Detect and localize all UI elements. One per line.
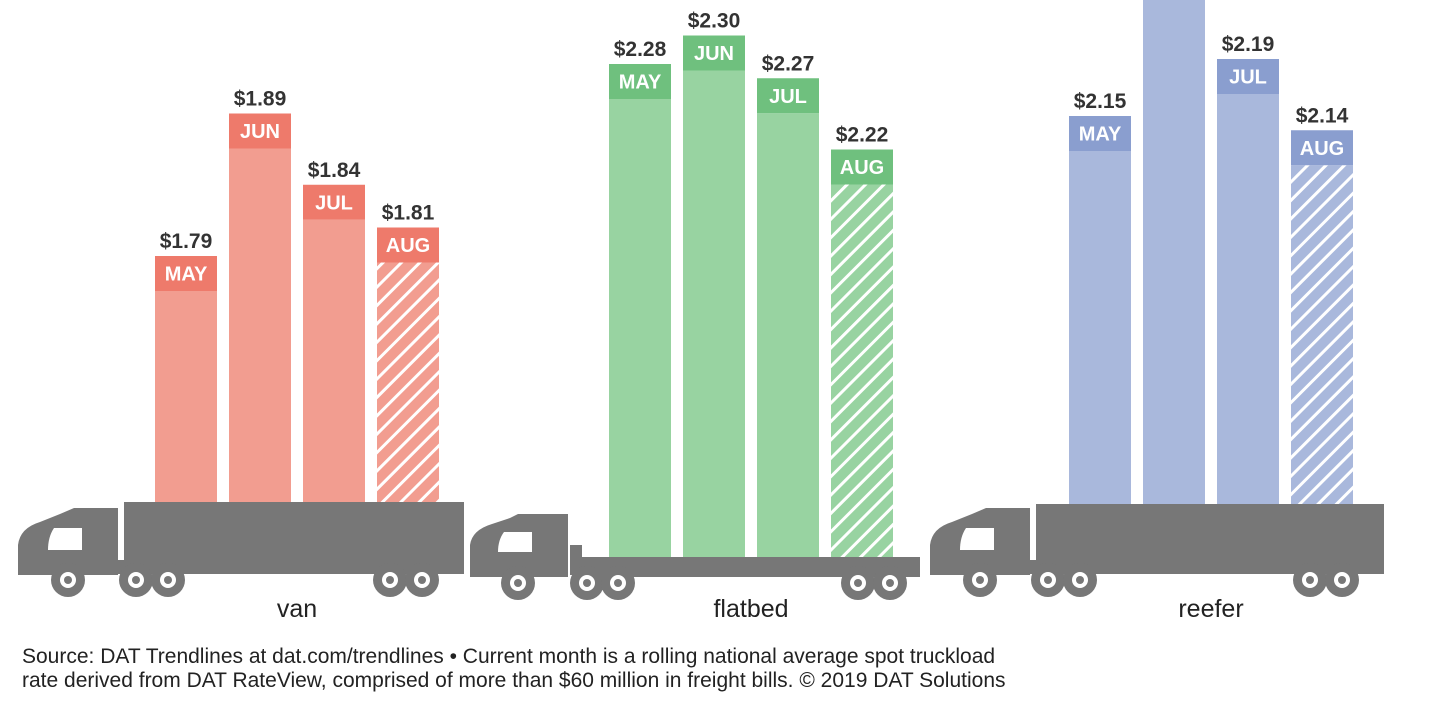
flatbed-bar-cap-jun bbox=[683, 35, 745, 71]
reefer-truck-icon bbox=[930, 504, 1384, 597]
truck-rates-chart: MAY $1.79 JUN $1.89 JUL $1.84 AUG $1.81 van MAY $2… bbox=[18, 0, 1384, 623]
reefer-truck-label: reefer bbox=[1178, 595, 1243, 623]
van-month-label-aug: AUG bbox=[386, 235, 430, 257]
reefer-bar-aug bbox=[1291, 165, 1353, 504]
flatbed-bar-aug bbox=[831, 184, 893, 557]
reefer-bar-cap-jul bbox=[1217, 59, 1279, 94]
reefer-month-label-jul: JUL bbox=[1229, 67, 1267, 89]
flatbed-bar-cap-aug bbox=[831, 149, 893, 185]
van-value-label-jun: $1.89 bbox=[234, 88, 287, 111]
van-bar-aug bbox=[377, 262, 439, 502]
van-month-label-jul: JUL bbox=[315, 192, 353, 214]
flatbed-month-label-jun: JUN bbox=[694, 43, 734, 65]
reefer-bar-may bbox=[1069, 151, 1131, 504]
reefer-value-label-aug: $2.14 bbox=[1296, 104, 1349, 127]
flatbed-month-label-may: MAY bbox=[619, 72, 662, 94]
van-bar-cap-jun bbox=[229, 113, 291, 149]
flatbed-truck-icon bbox=[470, 514, 920, 600]
van-value-label-may: $1.79 bbox=[160, 230, 213, 253]
van-bar-jun bbox=[229, 148, 291, 502]
van-bar-jul bbox=[303, 219, 365, 502]
flatbed-bar-cap-jul bbox=[757, 78, 819, 114]
van-value-label-jul: $1.84 bbox=[308, 159, 361, 182]
source-note: Source: DAT Trendlines at dat.com/trendl… bbox=[22, 645, 1412, 693]
flatbed-value-label-aug: $2.22 bbox=[836, 124, 889, 147]
van-value-label-aug: $1.81 bbox=[382, 202, 435, 225]
van-bar-cap-aug bbox=[377, 227, 439, 263]
flatbed-truck-label: flatbed bbox=[713, 595, 788, 623]
flatbed-bar-jul bbox=[757, 113, 819, 557]
reefer-value-label-jul: $2.19 bbox=[1222, 33, 1275, 56]
van-bar-cap-jul bbox=[303, 184, 365, 220]
reefer-value-label-may: $2.15 bbox=[1074, 90, 1127, 113]
source-line-1: Source: DAT Trendlines at dat.com/trendl… bbox=[22, 645, 996, 668]
flatbed-bar-jun bbox=[683, 70, 745, 557]
reefer-bar-cap-may bbox=[1069, 116, 1131, 151]
flatbed-value-label-jul: $2.27 bbox=[762, 52, 815, 75]
reefer-month-label-aug: AUG bbox=[1300, 138, 1344, 160]
reefer-month-label-may: MAY bbox=[1079, 124, 1122, 146]
van-bar-may bbox=[155, 291, 217, 502]
reefer-bar-jun bbox=[1143, 0, 1205, 504]
van-month-label-jun: JUN bbox=[240, 121, 280, 143]
van-truck-icon bbox=[18, 502, 464, 597]
flatbed-bar-may bbox=[609, 99, 671, 557]
van-truck-label: van bbox=[277, 595, 317, 623]
reefer-bar-jul bbox=[1217, 94, 1279, 504]
flatbed-bar-cap-may bbox=[609, 64, 671, 99]
van-month-label-may: MAY bbox=[165, 264, 208, 286]
source-line-2: rate derived from DAT RateView, comprise… bbox=[22, 669, 1006, 692]
flatbed-month-label-jul: JUL bbox=[769, 86, 807, 108]
flatbed-value-label-jun: $2.30 bbox=[688, 10, 741, 33]
flatbed-month-label-aug: AUG bbox=[840, 157, 884, 179]
van-bar-cap-may bbox=[155, 256, 217, 291]
reefer-bar-cap-aug bbox=[1291, 130, 1353, 166]
flatbed-value-label-may: $2.28 bbox=[614, 38, 667, 61]
